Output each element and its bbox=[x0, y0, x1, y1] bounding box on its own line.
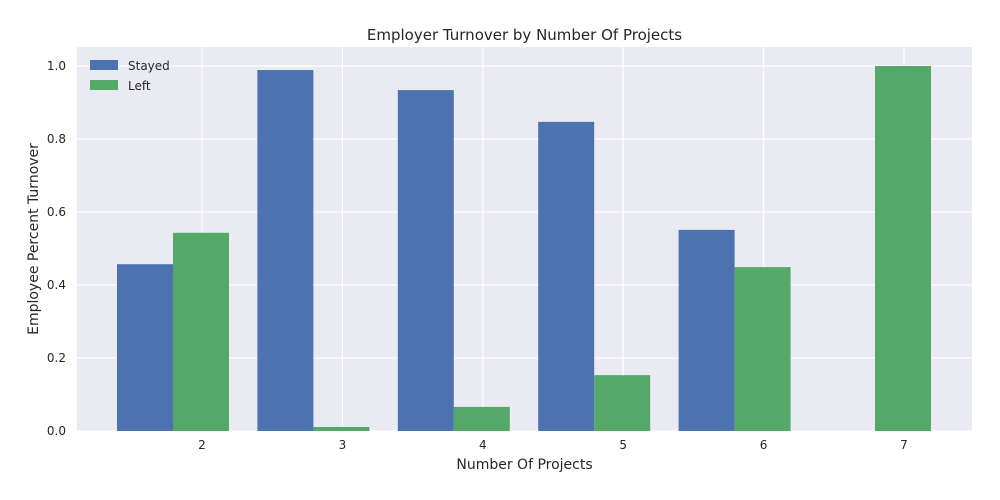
x-tick-label: 3 bbox=[339, 438, 347, 452]
x-axis-label: Number Of Projects bbox=[456, 457, 592, 473]
x-tick-label: 7 bbox=[900, 438, 908, 452]
bar-left-7 bbox=[875, 66, 931, 431]
y-tick-label: 0.0 bbox=[47, 424, 66, 438]
x-tick-label: 6 bbox=[760, 438, 768, 452]
y-tick-label: 0.4 bbox=[47, 278, 66, 292]
legend-swatch-left bbox=[90, 80, 118, 90]
legend-label-left: Left bbox=[128, 79, 151, 93]
y-tick-label: 0.2 bbox=[47, 351, 66, 365]
legend-swatch-stayed bbox=[90, 60, 118, 70]
x-tick-label: 4 bbox=[479, 438, 487, 452]
x-tick-label: 2 bbox=[198, 438, 206, 452]
bar-left-6 bbox=[734, 267, 791, 431]
y-tick-label: 0.6 bbox=[47, 205, 66, 219]
y-axis-label: Employee Percent Turnover bbox=[26, 143, 42, 335]
x-tick-label: 5 bbox=[619, 438, 627, 452]
bar-left-3 bbox=[313, 426, 370, 431]
bar-stayed-6 bbox=[678, 229, 735, 431]
chart-title: Employer Turnover by Number Of Projects bbox=[367, 26, 682, 44]
bars bbox=[117, 66, 931, 431]
bar-left-2 bbox=[173, 232, 229, 431]
bar-stayed-3 bbox=[257, 70, 314, 431]
bar-stayed-2 bbox=[117, 264, 173, 431]
bar-stayed-4 bbox=[397, 90, 454, 431]
y-tick-labels: 0.0 0.2 0.4 0.6 0.8 1.0 bbox=[47, 59, 66, 438]
legend-label-stayed: Stayed bbox=[128, 59, 170, 73]
y-tick-label: 1.0 bbox=[47, 59, 66, 73]
bar-stayed-5 bbox=[538, 121, 595, 431]
bar-left-4 bbox=[453, 406, 510, 431]
y-tick-label: 0.8 bbox=[47, 132, 66, 146]
x-tick-labels: 2 3 4 5 6 7 bbox=[198, 438, 908, 452]
legend: Stayed Left bbox=[90, 59, 170, 93]
bar-left-5 bbox=[594, 375, 651, 431]
